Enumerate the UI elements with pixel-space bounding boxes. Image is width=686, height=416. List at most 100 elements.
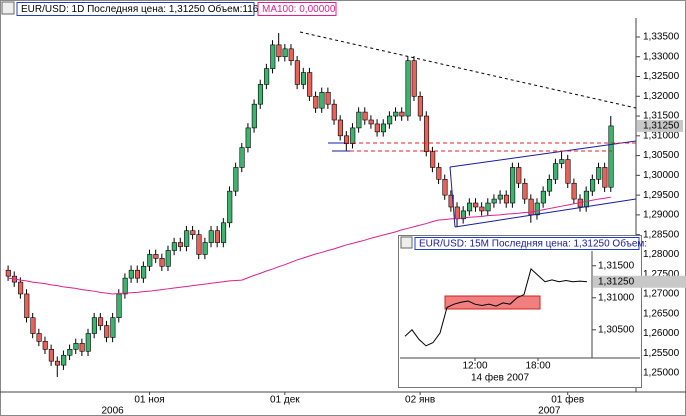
- candle-body: [116, 293, 122, 318]
- candle-body: [30, 317, 36, 334]
- candle-body: [467, 202, 473, 212]
- candle-body: [18, 281, 24, 295]
- y-tick-label: 1,33000: [643, 51, 680, 62]
- candle-body: [288, 48, 294, 61]
- candle-body: [171, 242, 177, 251]
- channel-line[interactable]: [449, 140, 637, 168]
- x-tick-label: 01 дек: [270, 395, 300, 406]
- candle-body: [423, 115, 430, 152]
- candle-body: [534, 202, 540, 216]
- x-year-label: 2006: [102, 406, 125, 416]
- y-tick-label: 1,32000: [643, 91, 680, 102]
- candle-body: [491, 198, 497, 204]
- price-line: [404, 268, 588, 347]
- candle-body: [251, 103, 257, 129]
- candle-body: [448, 194, 454, 208]
- candle-body: [190, 230, 196, 235]
- x-year-label: 2007: [538, 406, 561, 416]
- last-price-label: 1,31250: [598, 276, 635, 287]
- candle-body: [503, 194, 510, 204]
- candle-body: [42, 341, 48, 350]
- y-tick-label: 1,29000: [643, 210, 680, 221]
- candle-body: [546, 179, 553, 192]
- candle-body: [362, 111, 368, 121]
- main-plot: 1,33500 1,33000 1,32500 1,32000 1,31500 1,310…: [5, 32, 683, 416]
- y-tick-label: 1,28500: [643, 229, 680, 240]
- x-axis-label: 14 фев 2007: [471, 372, 529, 384]
- candle-body: [374, 123, 380, 133]
- channel-line[interactable]: [449, 166, 456, 228]
- candle-body: [159, 258, 165, 267]
- inset-title-box: [414, 237, 640, 250]
- inset-frame: [398, 235, 642, 388]
- candle-body: [350, 127, 356, 145]
- candle-body: [319, 92, 325, 109]
- candle-body: [208, 230, 214, 243]
- candle-body: [325, 92, 331, 105]
- window-icon[interactable]: [400, 236, 413, 249]
- candle-body: [411, 60, 417, 97]
- last-price-label: 1,31250: [643, 121, 680, 132]
- candle-body: [540, 190, 546, 204]
- candle-body: [276, 44, 282, 58]
- candle-body: [122, 277, 128, 295]
- candle-body: [307, 72, 313, 97]
- last-price-marker: [593, 275, 686, 288]
- y-tick-label: 1,25500: [643, 348, 680, 359]
- y-tick-label: 1,31000: [598, 292, 635, 303]
- candle-body: [214, 230, 220, 243]
- y-tick-label: 1,30500: [643, 150, 680, 161]
- candle-body: [417, 95, 423, 117]
- candle-body: [85, 333, 91, 352]
- candle-body: [221, 222, 227, 243]
- candle-body: [553, 163, 559, 180]
- candle-body: [128, 269, 134, 279]
- candle-body: [602, 167, 608, 188]
- candle-body: [442, 179, 448, 196]
- last-price-marker: [637, 119, 683, 132]
- highlight-zone[interactable]: [444, 295, 541, 310]
- candle-body: [202, 242, 208, 255]
- candle-body: [300, 72, 307, 85]
- candle-body: [436, 167, 442, 180]
- window-icon[interactable]: [1, 1, 15, 15]
- candle-body: [79, 343, 85, 352]
- legend-box: [257, 2, 337, 16]
- y-tick-label: 1,27000: [643, 289, 680, 300]
- candle-body: [393, 111, 399, 117]
- candle-body: [141, 265, 147, 279]
- y-tick-label: 1,31500: [643, 111, 680, 122]
- candle-body: [184, 230, 190, 247]
- candle-body: [233, 167, 239, 192]
- x-tick-label: 18:00: [525, 361, 550, 372]
- y-tick-label: 1,26500: [643, 308, 680, 319]
- candle-body: [282, 48, 288, 58]
- candle-body: [331, 103, 337, 121]
- candle-body: [73, 343, 79, 350]
- candle-body: [399, 111, 405, 117]
- y-tick-label: 1,26000: [643, 328, 680, 339]
- candle-body: [91, 317, 97, 334]
- channel-line[interactable]: [454, 198, 637, 228]
- candle-body: [61, 354, 67, 366]
- candle-body: [454, 206, 460, 220]
- candle-body: [368, 119, 374, 125]
- candle-body: [313, 95, 319, 109]
- candle-body: [5, 269, 11, 277]
- moving-average: [8, 196, 611, 295]
- candle-body: [356, 111, 362, 129]
- candle-body: [36, 333, 42, 342]
- candle-body: [522, 182, 528, 200]
- x-tick-label: 12:00: [462, 361, 487, 372]
- candle-body: [257, 84, 264, 105]
- candle-body: [473, 202, 479, 208]
- candle-body: [54, 360, 61, 366]
- candle-body: [405, 60, 411, 117]
- candle-body: [147, 254, 153, 267]
- candle-body: [264, 68, 270, 85]
- candle-body: [165, 250, 171, 267]
- legend-box: [16, 2, 255, 16]
- candle-body: [110, 317, 116, 338]
- y-tick-label: 1,30500: [598, 324, 635, 335]
